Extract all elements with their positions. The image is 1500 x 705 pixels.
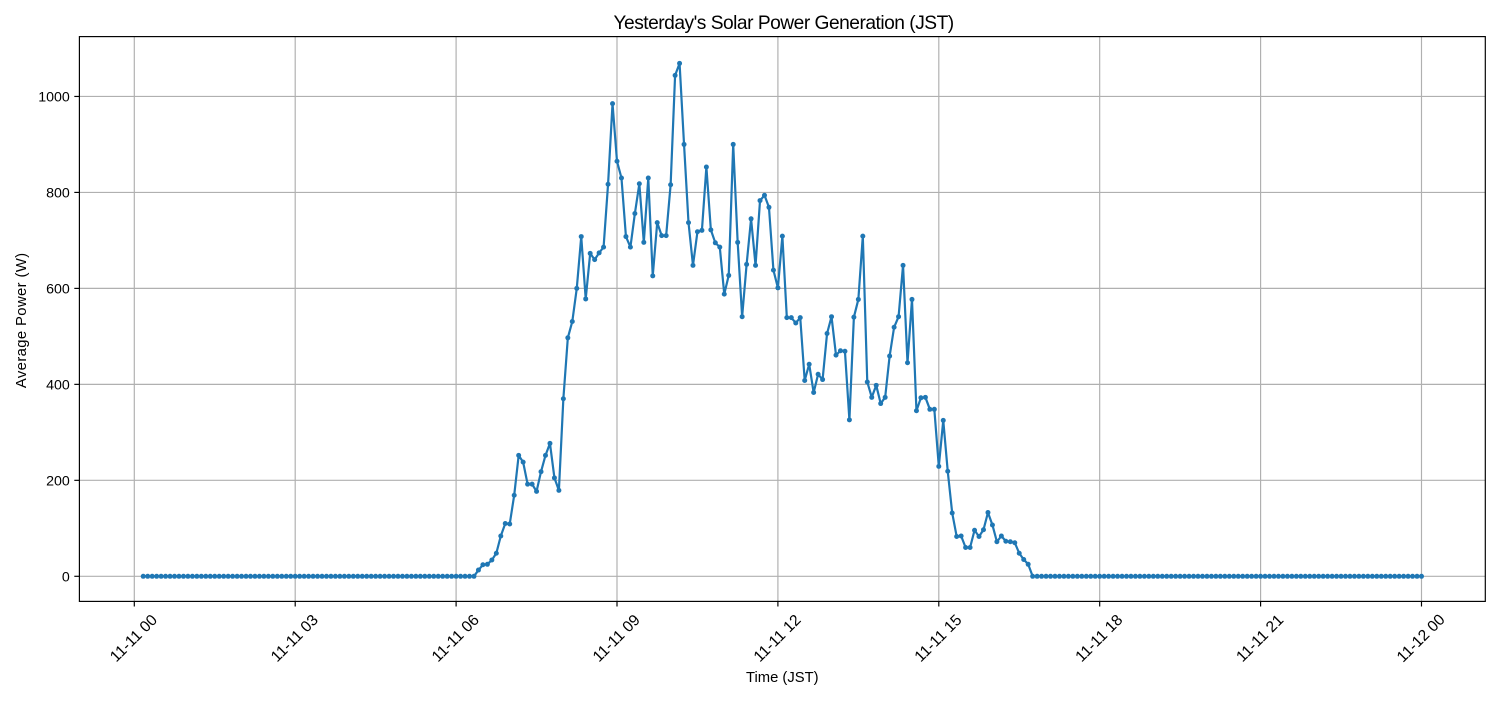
svg-text:800: 800 <box>46 186 70 202</box>
svg-text:400: 400 <box>46 378 70 394</box>
svg-text:600: 600 <box>46 282 70 298</box>
svg-text:200: 200 <box>46 474 70 490</box>
svg-text:0: 0 <box>62 569 70 585</box>
svg-text:Yesterday's Solar Power Genera: Yesterday's Solar Power Generation (JST) <box>613 13 953 34</box>
svg-text:Average Power (W): Average Power (W) <box>14 252 30 388</box>
svg-text:1000: 1000 <box>38 90 70 106</box>
svg-text:Time (JST): Time (JST) <box>746 670 819 686</box>
